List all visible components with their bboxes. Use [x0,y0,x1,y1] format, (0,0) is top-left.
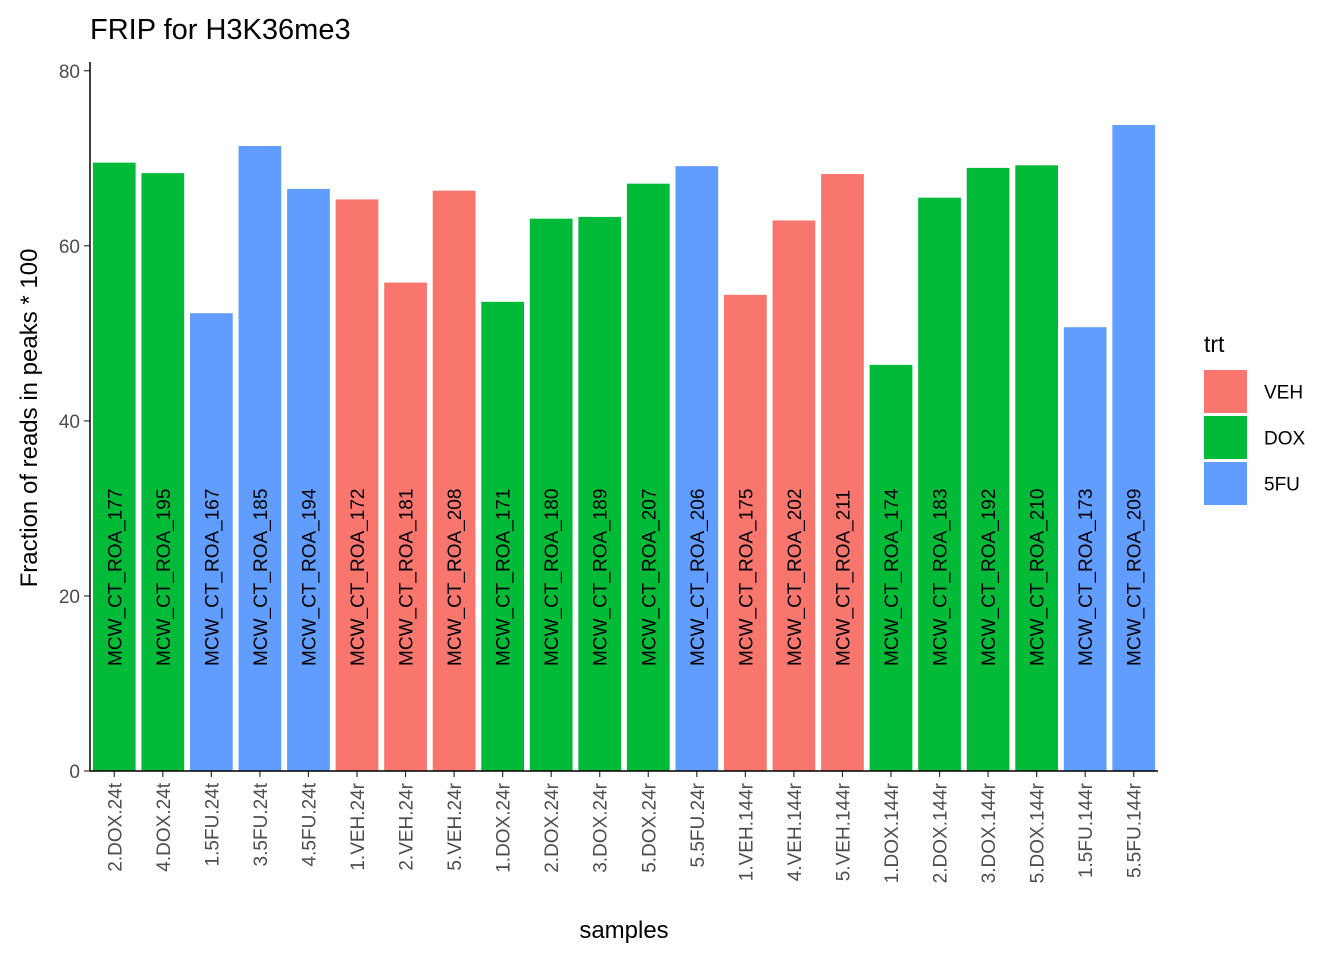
x-tick-label-1.VEH.144r: 1.VEH.144r [736,782,757,881]
bar-label-5.VEH.24r: MCW_CT_ROA_208 [445,489,466,666]
x-tick-label-2.DOX.24t: 2.DOX.24t [105,782,126,871]
bar-label-4.5FU.24t: MCW_CT_ROA_194 [299,488,320,666]
bar-2.DOX.144r [918,197,961,772]
bar-label-2.VEH.24r: MCW_CT_ROA_181 [397,489,418,666]
x-tick-label-2.VEH.24r: 2.VEH.24r [397,782,418,870]
bar-5.VEH.144r [821,174,864,772]
x-tick-label-5.5FU.144r: 5.5FU.144r [1125,782,1146,878]
x-tick-label-2.DOX.24r: 2.DOX.24r [542,782,563,872]
x-tick-label-1.5FU.24t: 1.5FU.24t [202,782,223,866]
bar-label-1.VEH.24r: MCW_CT_ROA_172 [348,489,369,666]
x-tick-label-1.DOX.144r: 1.DOX.144r [882,782,903,883]
bar-4.VEH.144r [772,220,816,771]
x-tick-label-1.VEH.24r: 1.VEH.24r [348,782,369,870]
x-tick-label-5.DOX.24r: 5.DOX.24r [639,782,660,872]
y-tick-label-20: 20 [59,587,80,608]
x-tick-label-5.VEH.144r: 5.VEH.144r [833,782,854,881]
legend-key-5FU [1204,462,1247,505]
bar-label-1.DOX.144r: MCW_CT_ROA_174 [882,488,903,666]
bar-label-3.5FU.24t: MCW_CT_ROA_185 [251,489,272,666]
x-tick-label-5.5FU.24r: 5.5FU.24r [688,782,709,867]
y-tick-label-0: 0 [69,762,80,783]
chart-title: FRIP for H3K36me3 [90,14,351,46]
y-tick-label-80: 80 [59,62,80,83]
legend-label-VEH: VEH [1264,383,1303,404]
bar-label-4.VEH.144r: MCW_CT_ROA_202 [785,489,806,666]
bar-3.DOX.144r [966,167,1010,771]
legend-label-5FU: 5FU [1264,475,1300,496]
bar-1.5FU.24t [190,313,233,771]
bar-5.5FU.144r [1112,125,1156,771]
x-tick-label-5.DOX.144r: 5.DOX.144r [1028,782,1049,883]
bar-label-5.VEH.144r: MCW_CT_ROA_211 [833,490,854,666]
bar-label-3.DOX.144r: MCW_CT_ROA_192 [979,489,1000,666]
y-tick-label-60: 60 [59,237,80,258]
bar-1.DOX.24r [481,301,524,771]
x-tick-label-4.5FU.24t: 4.5FU.24t [299,782,320,866]
axes: 2.DOX.24t 4.DOX.24t 1.5FU.24t 3.5FU.24t 4.5F… [59,62,1158,883]
bar-5.DOX.144r [1015,165,1058,772]
x-tick-label-1.DOX.24r: 1.DOX.24r [494,782,515,872]
plot-area: MCW_CT_ROA_177 MCW_CT_ROA_195 MCW_CT_ROA_1… [92,125,1156,772]
bar-2.VEH.24r [384,282,427,771]
bar-1.5FU.144r [1063,327,1107,771]
bar-label-2.DOX.24r: MCW_CT_ROA_180 [542,489,563,666]
bar-1.DOX.144r [869,364,913,771]
y-tick-label-40: 40 [59,412,80,433]
bar-5.VEH.24r [432,190,476,772]
x-tick-label-4.DOX.24t: 4.DOX.24t [154,782,175,871]
legend-title: trt [1204,331,1225,357]
bar-1.VEH.24r [335,199,379,772]
legend: trt VEH DOX 5FU [1204,331,1306,505]
legend-key-DOX [1204,416,1247,459]
bar-1.VEH.144r [724,294,767,771]
bar-label-2.DOX.144r: MCW_CT_ROA_183 [931,489,952,666]
x-tick-label-3.DOX.24r: 3.DOX.24r [591,782,612,872]
bar-label-1.5FU.144r: MCW_CT_ROA_173 [1076,489,1097,666]
bar-label-4.DOX.24t: MCW_CT_ROA_195 [154,489,175,666]
bar-3.DOX.24r [578,216,622,771]
x-tick-label-4.VEH.144r: 4.VEH.144r [785,782,806,881]
bar-label-5.5FU.144r: MCW_CT_ROA_209 [1125,489,1146,666]
x-tick-label-2.DOX.144r: 2.DOX.144r [931,782,952,883]
bar-4.DOX.24t [141,173,185,771]
bar-label-1.DOX.24r: MCW_CT_ROA_171 [494,489,515,666]
bar-label-3.DOX.24r: MCW_CT_ROA_189 [591,489,612,666]
x-tick-label-3.5FU.24t: 3.5FU.24t [251,782,272,866]
bar-2.DOX.24r [529,218,573,771]
y-axis-title: Fraction of reads in peaks * 100 [16,249,43,588]
bar-5.5FU.24r [675,166,719,771]
x-axis-title: samples [579,917,668,944]
bar-4.5FU.24t [287,188,330,772]
x-tick-label-3.DOX.144r: 3.DOX.144r [979,782,1000,883]
bar-label-5.5FU.24r: MCW_CT_ROA_206 [688,489,709,666]
x-tick-label-5.VEH.24r: 5.VEH.24r [445,782,466,870]
bar-2.DOX.24t [92,162,136,771]
bar-label-2.DOX.24t: MCW_CT_ROA_177 [105,489,126,666]
bar-label-1.VEH.144r: MCW_CT_ROA_175 [736,489,757,666]
bar-label-1.5FU.24t: MCW_CT_ROA_167 [202,489,223,666]
x-tick-label-1.5FU.144r: 1.5FU.144r [1076,782,1097,878]
legend-label-DOX: DOX [1264,429,1306,450]
bar-3.5FU.24t [238,146,282,771]
legend-key-VEH [1204,370,1247,413]
bar-label-5.DOX.24r: MCW_CT_ROA_207 [639,489,660,666]
bar-5.DOX.24r [626,183,670,772]
bar-label-5.DOX.144r: MCW_CT_ROA_210 [1028,489,1049,666]
